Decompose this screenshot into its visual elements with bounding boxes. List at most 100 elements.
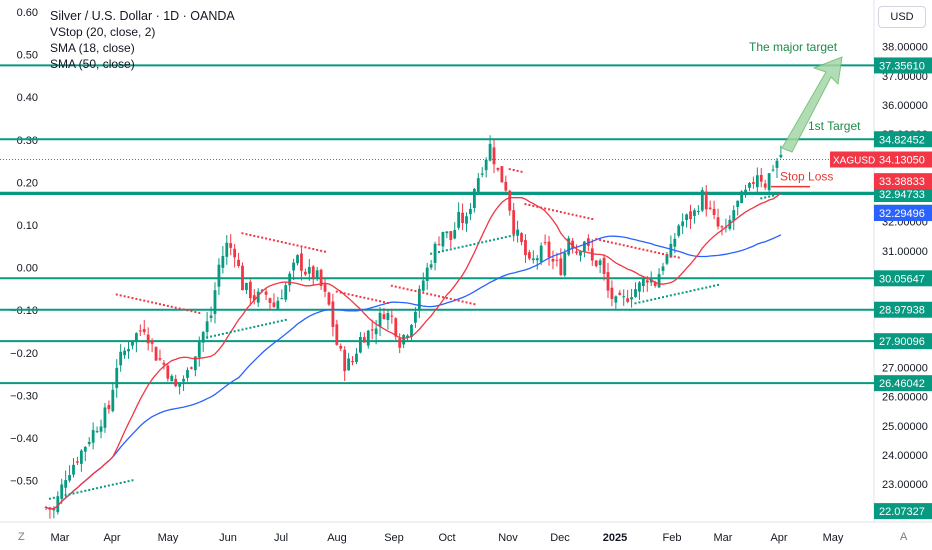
vstop-dot <box>575 214 578 217</box>
vstop-dot <box>646 299 649 302</box>
vstop-dot <box>245 327 248 330</box>
vstop-dot <box>72 492 75 495</box>
candle-body <box>484 159 488 171</box>
vstop-dot <box>241 232 244 235</box>
vstop-dot <box>595 238 598 241</box>
candle-body <box>237 259 240 266</box>
candle-body <box>347 358 351 371</box>
vstop-dot <box>339 291 342 294</box>
vstop-dot <box>257 325 260 328</box>
candle-body <box>190 367 193 369</box>
timezone-button[interactable]: Z <box>18 531 25 543</box>
price-tag <box>874 205 932 222</box>
candle-body <box>547 241 551 258</box>
vstop-dot <box>390 284 393 287</box>
candle-body <box>551 258 555 262</box>
vstop-dot <box>461 245 464 248</box>
vstop-dot <box>465 301 468 304</box>
vstop-dot <box>449 248 452 251</box>
vstop-dot <box>115 482 118 485</box>
vstop-dot <box>284 241 287 244</box>
price-tick-label: 37.00000 <box>882 71 928 83</box>
candle-body <box>610 287 614 299</box>
currency-button[interactable]: USD <box>878 6 926 28</box>
vstop-dot <box>618 243 621 246</box>
price-tick-label: 25.00000 <box>882 421 928 433</box>
candle-body <box>414 311 417 323</box>
candle-body <box>193 356 197 371</box>
time-tick-label: 2025 <box>603 532 627 544</box>
candle-body <box>241 265 244 291</box>
vstop-dot <box>280 319 283 322</box>
vstop-dot <box>233 330 236 333</box>
candle-body <box>441 231 445 247</box>
vstop-dot <box>665 253 668 256</box>
vstop-dot <box>320 249 323 252</box>
left-tick-label: −0.40 <box>10 433 38 445</box>
vstop-dot <box>654 251 657 254</box>
candle-body <box>64 480 68 488</box>
vstop-dot <box>335 290 338 293</box>
vstop-dot <box>257 235 260 238</box>
vstop-dot <box>269 238 272 241</box>
candle-body <box>465 216 468 224</box>
level-price-tag-text: 30.05647 <box>879 273 925 285</box>
vstop-dot <box>363 296 366 299</box>
vstop-dot <box>64 494 67 497</box>
chart-legend: Silver / U.S. Dollar · 1D · OANDA VStop … <box>50 8 235 72</box>
price-tick-label: 31.00000 <box>882 246 928 258</box>
vstop-dot <box>512 234 515 237</box>
candle-body <box>398 338 402 348</box>
time-tick-label: Jun <box>219 532 237 544</box>
candle-body <box>543 242 547 244</box>
vstop-dot <box>638 301 641 304</box>
vstop-dot <box>567 212 570 215</box>
time-tick-label: Sep <box>384 532 404 544</box>
vstop-dot <box>166 304 169 307</box>
candle-body <box>186 370 189 378</box>
vstop-dot <box>119 481 122 484</box>
candle-body <box>516 229 519 236</box>
vstop-dot <box>414 290 417 293</box>
vstop-dot <box>229 331 232 334</box>
vstop-dot <box>386 301 389 304</box>
candle-body <box>131 341 134 346</box>
candle-body <box>716 217 720 227</box>
vstop-dot <box>237 329 240 332</box>
price-tag <box>874 503 932 520</box>
vstop-dot <box>587 217 590 220</box>
candle-body <box>740 191 744 204</box>
auto-scale-button[interactable]: A <box>900 531 908 543</box>
candle-body <box>166 365 170 379</box>
level-price-tag-text: 28.97938 <box>879 305 925 317</box>
time-tick-label: May <box>823 532 844 544</box>
vstop-dot <box>131 479 134 482</box>
candle-body <box>221 256 225 268</box>
vstop-dot <box>536 205 539 208</box>
candle-body <box>712 208 716 215</box>
candle-body <box>52 509 56 511</box>
left-tick-label: 0.00 <box>17 263 38 275</box>
candle-body <box>307 267 311 274</box>
vstop-dot <box>516 169 519 172</box>
vstop-dot <box>379 300 382 303</box>
candle-body <box>138 330 142 332</box>
vstop-dot <box>111 483 114 486</box>
vstop-dot <box>563 211 566 214</box>
vstop-dot <box>147 300 150 303</box>
candle-body <box>83 446 87 452</box>
candle-body <box>512 210 516 235</box>
vstop-dot <box>155 302 158 305</box>
vstop-dot <box>532 204 535 207</box>
candle-body <box>327 292 331 305</box>
vstop-dot <box>355 294 358 297</box>
symbol-tag <box>830 151 874 168</box>
candle-body <box>449 231 453 240</box>
vstop-dot <box>430 252 433 255</box>
candle-body <box>480 173 484 175</box>
price-tick-label: 23.00000 <box>882 479 928 491</box>
candle-body <box>406 335 409 338</box>
candle-body <box>755 175 759 188</box>
candle-body <box>696 211 700 213</box>
